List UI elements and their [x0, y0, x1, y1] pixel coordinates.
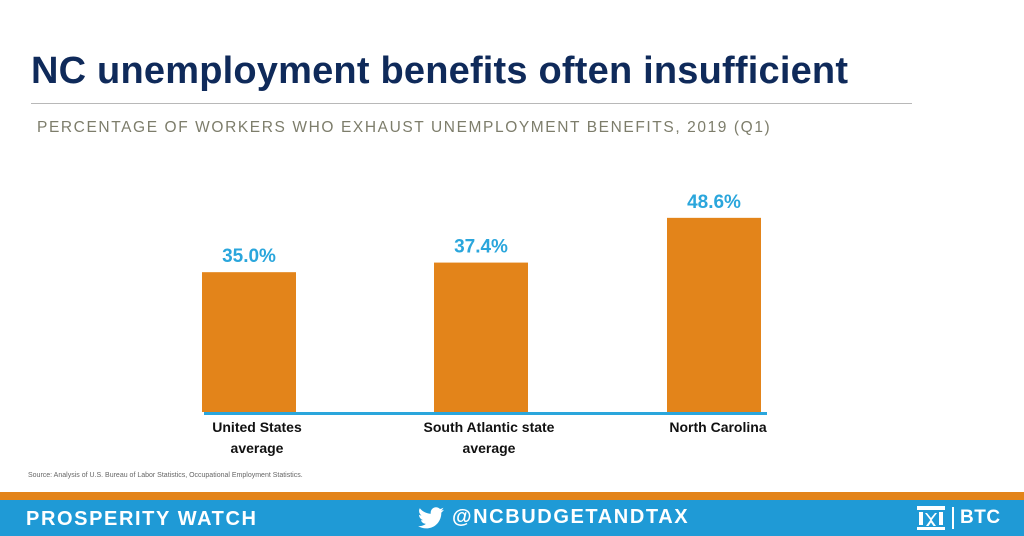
footer-bar: PROSPERITY WATCH @NCBUDGETANDTAX BTC — [0, 500, 1024, 536]
footer-twitter[interactable]: @NCBUDGETANDTAX — [418, 506, 689, 529]
bar — [667, 217, 761, 412]
chart-title: NC unemployment benefits often insuffici… — [31, 50, 849, 92]
category-label: average — [463, 440, 516, 456]
source-note: Source: Analysis of U.S. Bureau of Labor… — [28, 472, 303, 479]
bar-value-label: 35.0% — [222, 246, 276, 267]
twitter-icon — [418, 506, 444, 528]
bar-value-label: 37.4% — [454, 237, 508, 258]
category-label: United States — [212, 419, 302, 435]
category-label: North Carolina — [669, 419, 766, 435]
footer-stripe — [0, 492, 1024, 500]
title-divider — [31, 103, 912, 104]
logo-text: BTC — [960, 507, 1001, 528]
bar — [434, 262, 528, 412]
bar-value-label: 48.6% — [687, 192, 741, 213]
category-label: South Atlantic state — [424, 419, 555, 435]
btc-logo-icon — [917, 506, 945, 530]
logo-separator — [952, 507, 954, 529]
bar-chart: 35.0% United States average 37.4% South Atla… — [202, 192, 767, 456]
bar — [202, 272, 296, 412]
category-label: average — [231, 440, 284, 456]
footer-handle: @NCBUDGETANDTAX — [452, 506, 690, 528]
footer-logo: BTC — [916, 505, 1001, 531]
footer-brand-text: PROSPERITY WATCH — [26, 508, 258, 530]
chart-subtitle: PERCENTAGE OF WORKERS WHO EXHAUST UNEMPL… — [37, 119, 772, 136]
